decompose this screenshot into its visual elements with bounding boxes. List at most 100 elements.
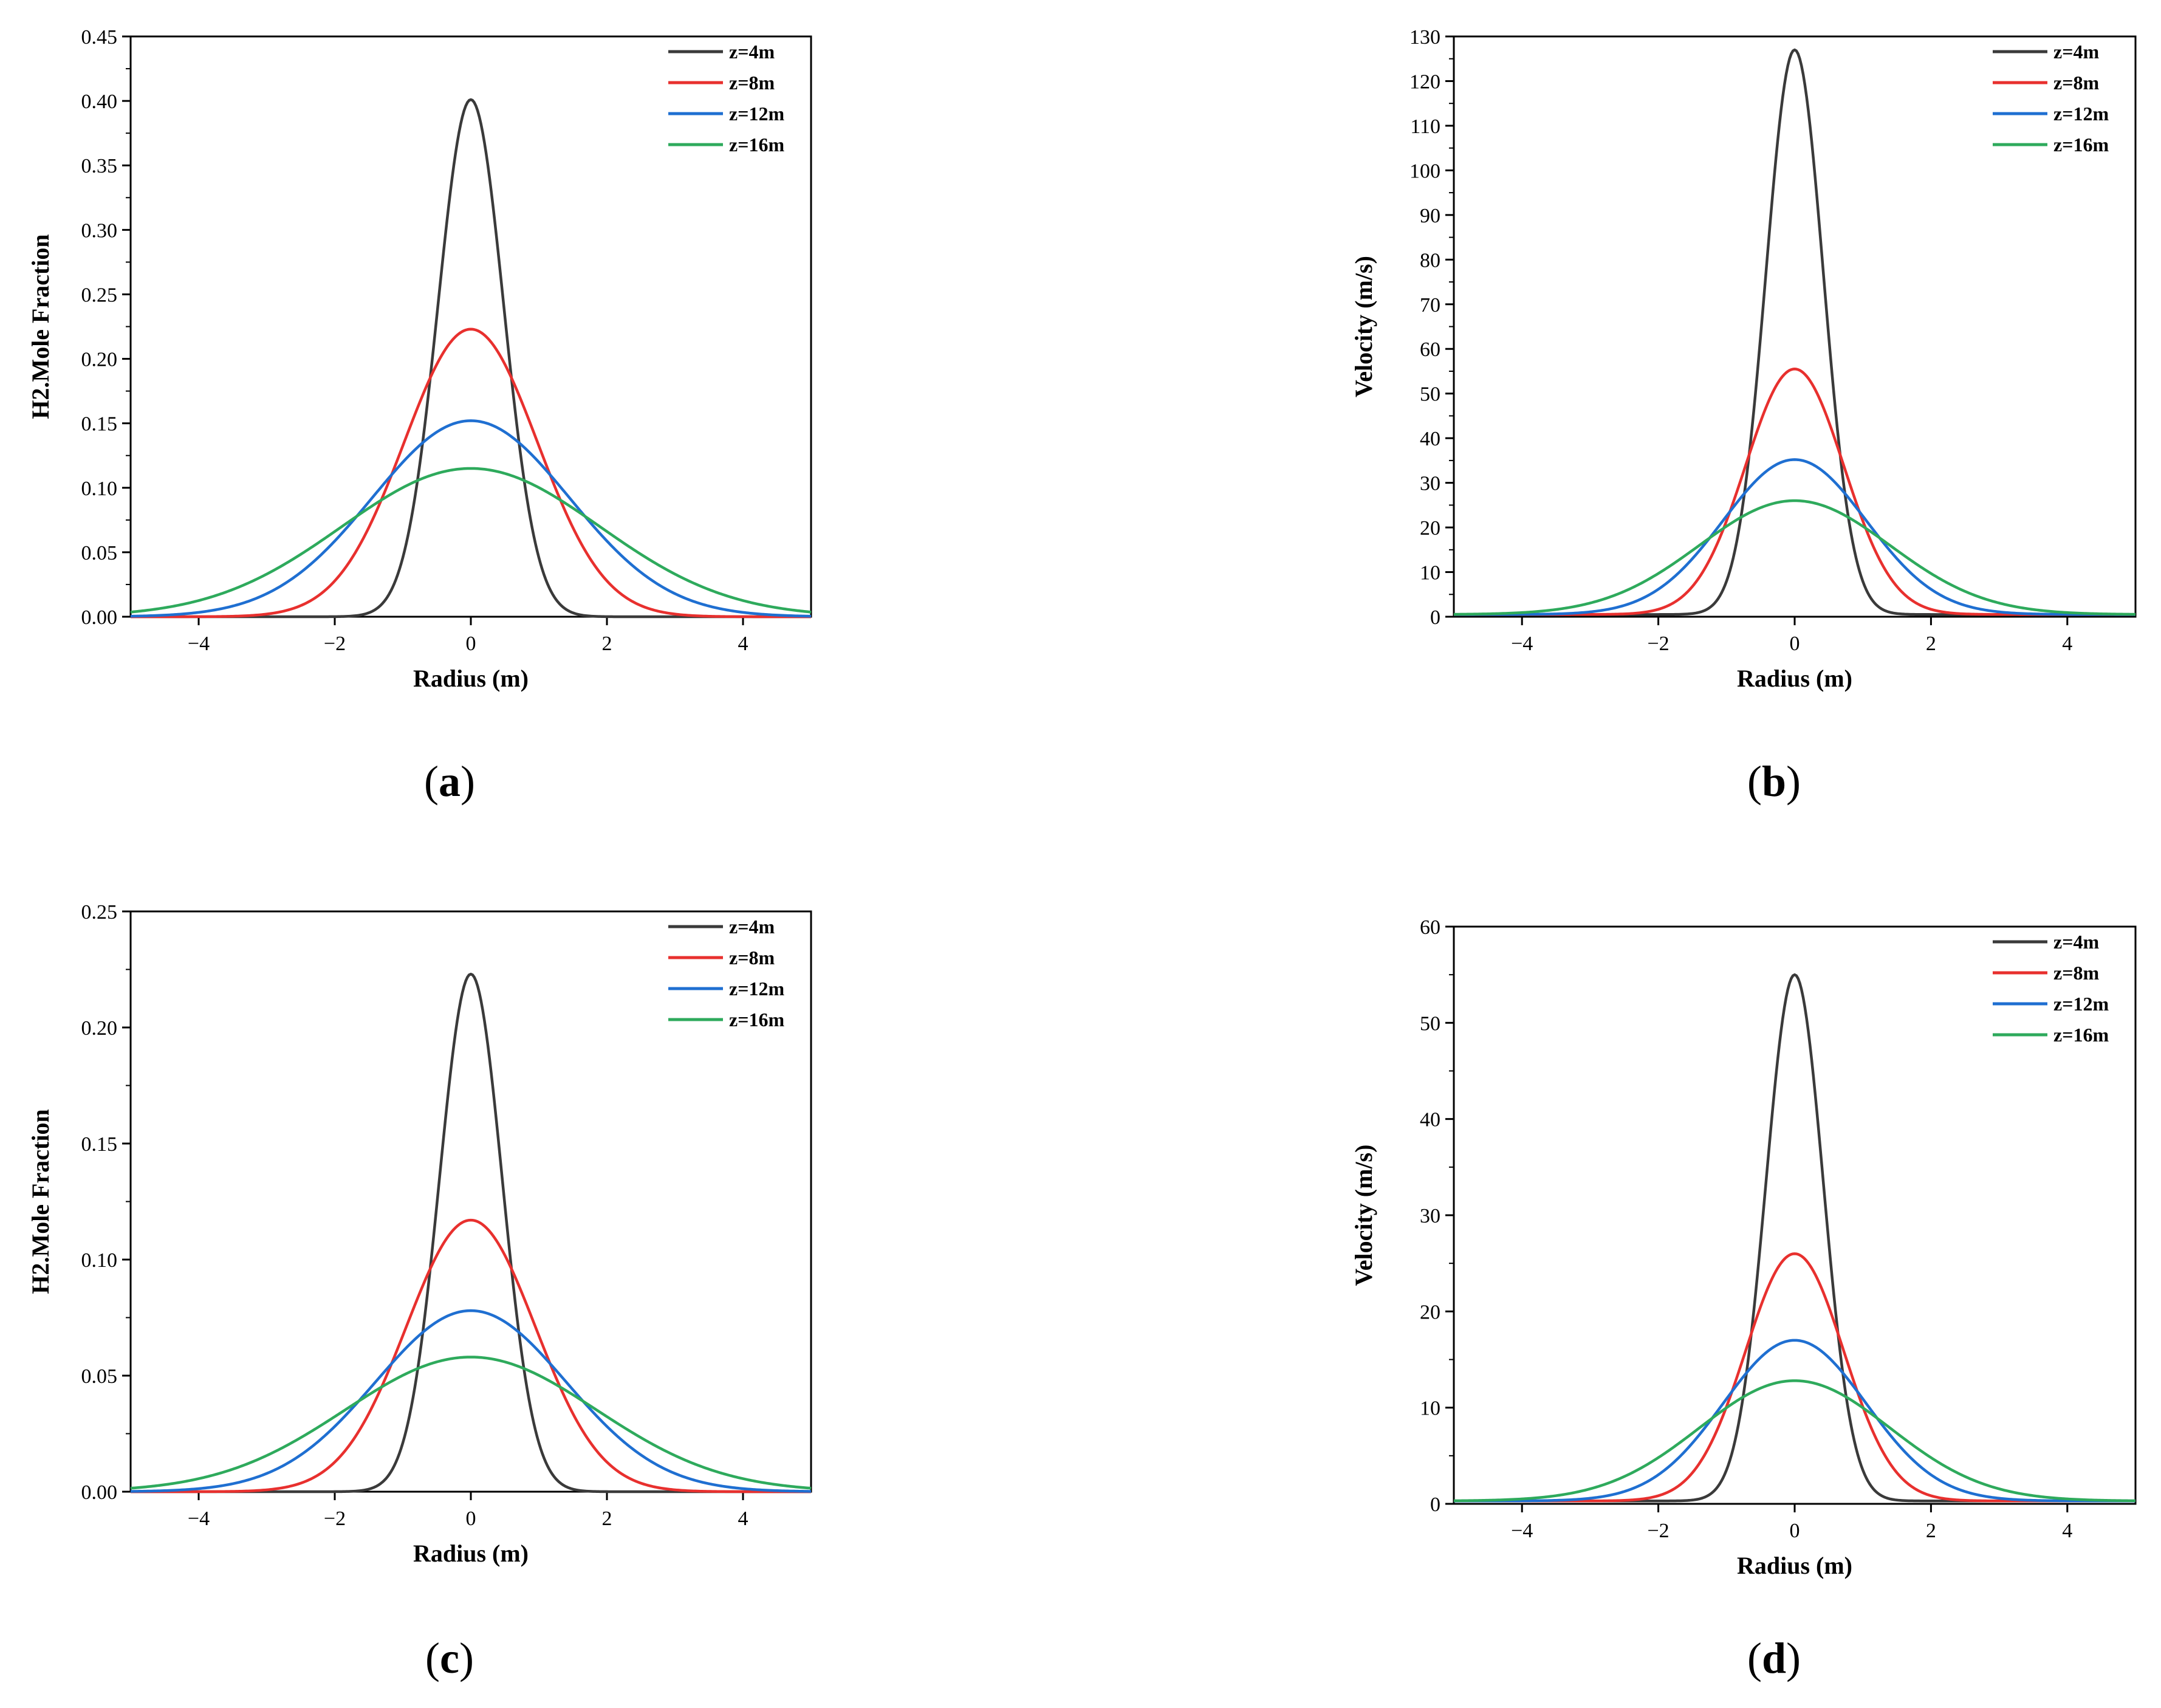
legend-label: z=12m [2053,993,2109,1015]
y-tick-label: 90 [1420,205,1440,227]
caption-c: (c) [425,1634,474,1682]
caption-b: (b) [1747,757,1801,806]
x-tick-label: 2 [602,1507,612,1530]
chart-d: 0 10 20 30 40 50 60 −4 −2 0 2 4 Radius (m) Velocity (… [1350,916,2137,1579]
x-axis-label: Radius (m) [1737,1552,1852,1579]
x-tick-label: −2 [1648,633,1670,655]
x-tick-label: −4 [188,633,210,655]
y-tick-label: 0.00 [81,606,118,629]
y-axis-label: Velocity (m/s) [1350,1145,1377,1286]
y-tick-label: 0.25 [81,284,118,306]
y-tick-label: 0.10 [81,1249,118,1272]
series-line-z=12m [130,419,812,618]
x-tick-label: −2 [324,1507,346,1530]
series-line-z=16m [1453,1379,2136,1503]
legend-label: z=8m [2053,72,2099,94]
legend-label: z=16m [729,134,784,156]
legend-label: z=16m [2053,134,2109,156]
legend-label: z=8m [729,947,775,969]
y-tick-label: 120 [1409,70,1440,93]
caption-a: (a) [424,757,475,806]
x-axis-label: Radius (m) [413,665,529,692]
y-tick-label: 10 [1420,1398,1440,1420]
x-tick-label: −2 [324,633,346,655]
x-tick-label: 4 [738,1507,748,1530]
y-tick-label: 30 [1420,473,1440,495]
x-tick-label: 4 [2062,633,2072,655]
series-line-z=4m [131,98,811,619]
x-tick-label: 2 [1926,633,1936,655]
series-line-z=8m [1454,1252,2135,1503]
y-tick-label: 50 [1420,1012,1440,1035]
y-tick-label: 0.15 [81,1133,118,1156]
legend-label: z=4m [729,41,775,63]
y-axis-label: Velocity (m/s) [1350,256,1377,397]
y-tick-label: 30 [1420,1205,1440,1227]
chart-b: 0 10 20 30 40 50 60 70 80 90 100 110 120 130 −4 −2 0 2 4 Ra… [1350,26,2137,692]
y-tick-label: 0.10 [81,478,118,500]
legend-label: z=16m [729,1009,784,1031]
y-tick-label: 20 [1420,1301,1440,1323]
legend-label: z=12m [729,103,784,125]
y-tick-label: 0.20 [81,1017,118,1040]
y-tick-label: 70 [1420,294,1440,317]
plot-frame [129,35,812,618]
x-axis-label: Radius (m) [1737,665,1852,692]
series-line-z=16m [130,1356,812,1490]
series-line-z=12m [130,1309,812,1493]
series-line-z=12m [1454,1339,2135,1503]
series-line-z=4m [131,972,811,1494]
legend-label: z=12m [729,978,784,1000]
y-tick-label: 80 [1420,249,1440,272]
y-tick-label: 20 [1420,517,1440,540]
y-tick-label: 0.30 [81,219,118,242]
x-tick-label: −4 [188,1507,210,1530]
x-tick-label: −4 [1511,1520,1533,1542]
x-tick-label: 0 [466,1507,476,1530]
x-tick-label: 0 [466,633,476,655]
x-tick-label: 0 [1790,1520,1800,1542]
chart-c: 0.00 0.05 0.10 0.15 0.20 0.25 −4 −2 0 2 4 Radius (m… [27,901,812,1567]
plot-frame [1453,925,2137,1505]
y-tick-label: 0.45 [81,26,118,49]
legend-label: z=4m [729,916,775,938]
series-line-z=16m [130,467,812,614]
y-tick-label: 0.00 [81,1481,118,1504]
y-tick-label: 50 [1420,383,1440,406]
legend-label: z=4m [2053,931,2099,953]
x-tick-label: 4 [2062,1520,2072,1542]
caption-d: (d) [1747,1634,1801,1682]
x-axis-label: Radius (m) [413,1540,529,1567]
y-tick-label: 0.35 [81,155,118,177]
x-tick-label: 2 [1926,1520,1936,1542]
legend-label: z=8m [729,72,775,94]
series-line-z=8m [1454,368,2135,616]
series-line-z=12m [1454,458,2135,616]
series-line-z=8m [131,328,811,619]
y-tick-label: 110 [1410,115,1440,138]
legend-label: z=16m [2053,1024,2109,1046]
y-tick-label: 40 [1420,428,1440,450]
y-tick-label: 0.40 [81,91,118,113]
legend-label: z=8m [2053,962,2099,984]
legend-label: z=12m [2053,103,2109,125]
y-tick-label: 130 [1409,26,1440,49]
y-axis-label: H2.Mole Fraction [27,234,54,419]
x-tick-label: 4 [738,633,748,655]
series-line-z=16m [1453,499,2136,616]
series-line-z=8m [131,1218,811,1494]
y-axis-label: H2.Mole Fraction [27,1109,54,1294]
x-tick-label: 0 [1790,633,1800,655]
y-tick-label: 60 [1420,916,1440,939]
y-tick-label: 10 [1420,562,1440,585]
x-tick-label: −2 [1648,1520,1670,1542]
x-tick-label: −4 [1511,633,1533,655]
y-tick-label: 60 [1420,338,1440,361]
y-tick-label: 0.05 [81,542,118,564]
y-tick-label: 0.20 [81,349,118,371]
series-line-z=4m [1454,48,2135,616]
plot-frame [129,910,812,1493]
y-tick-label: 0 [1430,1494,1440,1516]
